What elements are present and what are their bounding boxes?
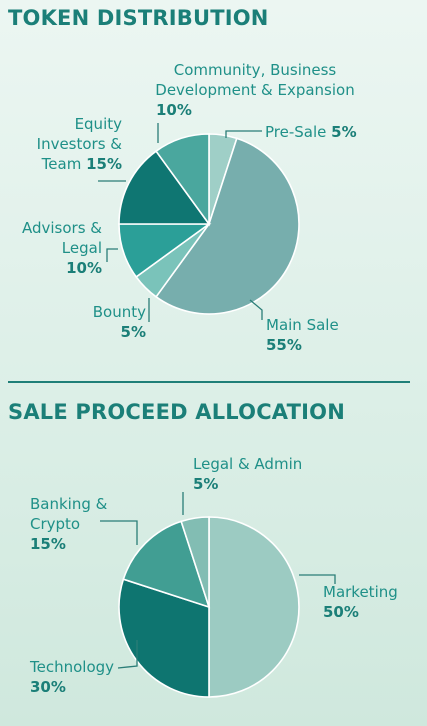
section-divider: [8, 381, 410, 383]
token-distribution-pie: [118, 133, 300, 315]
leader-pre-sale: [225, 130, 262, 138]
token-distribution-title: TOKEN DISTRIBUTION: [8, 6, 269, 30]
label-banking: Banking & Crypto 15%: [30, 495, 108, 553]
pie-slice-marketing: [208, 516, 300, 698]
label-pre-sale: Pre-Sale 5%: [265, 123, 357, 141]
label-leader-lines: [98, 123, 336, 669]
label-legal-admin: Legal & Admin 5%: [193, 455, 303, 493]
pie-slice-community-business-development-and-expansion: [154, 133, 210, 227]
label-marketing: Marketing 50%: [323, 583, 398, 621]
label-technology: Technology 30%: [30, 658, 115, 696]
leader-marketing: [299, 574, 336, 584]
label-community: Community, Business Development & Expans…: [155, 61, 355, 119]
pie-slice-legal-and-admin: [180, 516, 210, 608]
label-advisors: Advisors & Legal 10%: [21, 219, 102, 277]
pie-slice-technology: [118, 578, 210, 698]
leader-banking: [100, 520, 138, 545]
label-main-sale: Main Sale 55%: [266, 316, 339, 354]
sale-proceed-allocation-title: SALE PROCEED ALLOCATION: [8, 400, 345, 424]
leader-technology: [117, 640, 138, 669]
pie-slice-equity-investors-and-team: [118, 150, 211, 225]
leader-main-sale: [249, 299, 263, 320]
label-equity: Equity Investors & Team 15%: [36, 115, 122, 173]
pie-slice-main-sale: [154, 137, 300, 315]
sale-proceed-allocation-pie: [118, 516, 300, 698]
leader-advisors: [106, 248, 118, 262]
label-bounty: Bounty 5%: [92, 303, 146, 341]
